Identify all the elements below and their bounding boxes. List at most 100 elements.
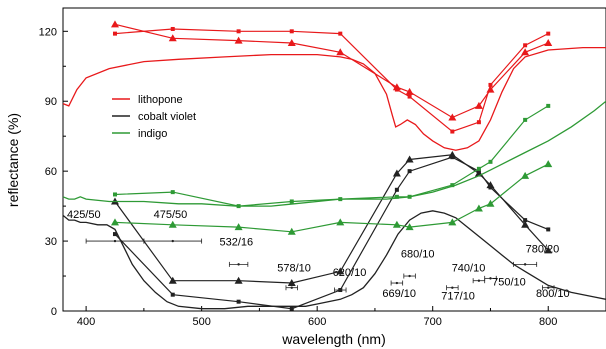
data-point-triangle: [287, 279, 296, 287]
series-line: [114, 163, 549, 233]
data-point-square: [546, 103, 551, 108]
series-markers-5: [112, 155, 551, 311]
data-point-triangle: [448, 218, 457, 226]
data-point-square: [546, 227, 551, 232]
filter-780-20: 780/20: [513, 244, 560, 267]
data-point-square: [338, 31, 343, 36]
data-point-triangle: [521, 220, 530, 228]
filter-label: 475/50: [154, 209, 188, 221]
filter-center-dot: [489, 277, 492, 280]
data-point-square: [450, 129, 455, 134]
series-line: [114, 23, 549, 119]
x-tick-label: 500: [192, 316, 210, 328]
data-point-triangle: [521, 171, 530, 179]
series-cobalt-violet: [62, 210, 606, 310]
filter-578-10: 578/10: [277, 262, 311, 291]
filter-800-10: 800/10: [536, 285, 570, 300]
data-point-triangle: [168, 220, 177, 228]
filter-532-16: 532/16: [219, 237, 253, 267]
series-line: [114, 105, 549, 207]
data-point-square: [407, 94, 412, 99]
filter-center-dot: [171, 239, 174, 243]
x-tick-label: 600: [308, 316, 326, 328]
data-point-square: [236, 29, 241, 34]
data-point-square: [476, 169, 481, 174]
series-group: [62, 20, 606, 311]
data-point-triangle: [405, 223, 414, 231]
filter-740-10: 740/10: [452, 262, 486, 284]
data-point-triangle: [474, 204, 483, 212]
series-markers-1: [110, 20, 553, 121]
filter-label: 717/10: [441, 290, 475, 302]
filter-label: 780/20: [526, 244, 560, 256]
data-point-square: [450, 155, 455, 160]
series-markers-2: [112, 26, 551, 134]
filter-center-dot: [451, 286, 454, 289]
data-point-square: [523, 117, 528, 122]
data-point-square: [236, 299, 241, 304]
filter-680-10: 680/10: [401, 248, 435, 279]
data-point-triangle: [110, 20, 119, 28]
data-point-triangle: [234, 36, 243, 44]
data-point-square: [394, 187, 399, 192]
filter-label: 425/50: [67, 209, 101, 221]
data-point-square: [338, 197, 343, 202]
data-point-square: [170, 292, 175, 297]
data-point-square: [170, 190, 175, 195]
series-indigo: [62, 100, 606, 207]
y-tick-label: 0: [51, 306, 57, 318]
filter-label: 680/10: [401, 248, 435, 260]
data-point-triangle: [405, 155, 414, 163]
data-point-square: [546, 31, 551, 36]
data-point-square: [236, 204, 241, 209]
data-point-triangle: [110, 218, 119, 226]
x-tick-label: 700: [424, 316, 442, 328]
data-point-square: [407, 194, 412, 199]
filter-717-10: 717/10: [441, 285, 475, 302]
data-point-square: [450, 183, 455, 188]
data-point-square: [523, 218, 528, 223]
data-point-triangle: [287, 38, 296, 46]
legend-label-indigo: indigo: [138, 128, 167, 140]
series-line: [62, 100, 606, 207]
series-line: [62, 210, 606, 310]
data-point-square: [112, 31, 117, 36]
data-point-triangle: [448, 113, 457, 121]
data-point-square: [112, 192, 117, 197]
data-point-square: [407, 169, 412, 174]
filter-center-dot: [477, 279, 481, 282]
data-point-square: [170, 26, 175, 31]
filter-label: 800/10: [536, 288, 570, 300]
series-line: [114, 154, 549, 284]
legend-label-lithopone: lithopone: [138, 94, 183, 106]
series-line: [114, 156, 549, 310]
data-point-triangle: [544, 246, 553, 254]
data-point-square: [289, 199, 294, 204]
data-point-square: [523, 43, 528, 48]
filter-center-dot: [408, 274, 411, 278]
data-point-triangle: [521, 48, 530, 56]
y-tick-label: 60: [45, 166, 57, 178]
y-tick-label: 120: [39, 26, 57, 38]
filter-center-dot: [547, 286, 550, 289]
filter-label: 740/10: [452, 262, 486, 274]
data-point-triangle: [474, 101, 483, 109]
filter-center-dot: [113, 239, 117, 243]
data-point-triangle: [336, 218, 345, 226]
data-point-triangle: [486, 199, 495, 207]
data-point-square: [476, 166, 481, 171]
series-lithopone: [62, 46, 606, 151]
data-point-triangle: [405, 87, 414, 95]
series-line: [62, 46, 606, 151]
filter-label: 750/10: [492, 276, 526, 288]
data-point-triangle: [168, 276, 177, 284]
data-point-square: [488, 185, 493, 190]
series-line: [114, 28, 549, 133]
axis-ticks: 400 500 600 700 800 0 30 60 90 120: [39, 26, 606, 328]
data-point-triangle: [336, 267, 345, 275]
data-point-triangle: [336, 48, 345, 56]
data-point-square: [289, 29, 294, 34]
x-tick-label: 800: [539, 316, 557, 328]
data-point-triangle: [392, 220, 401, 228]
